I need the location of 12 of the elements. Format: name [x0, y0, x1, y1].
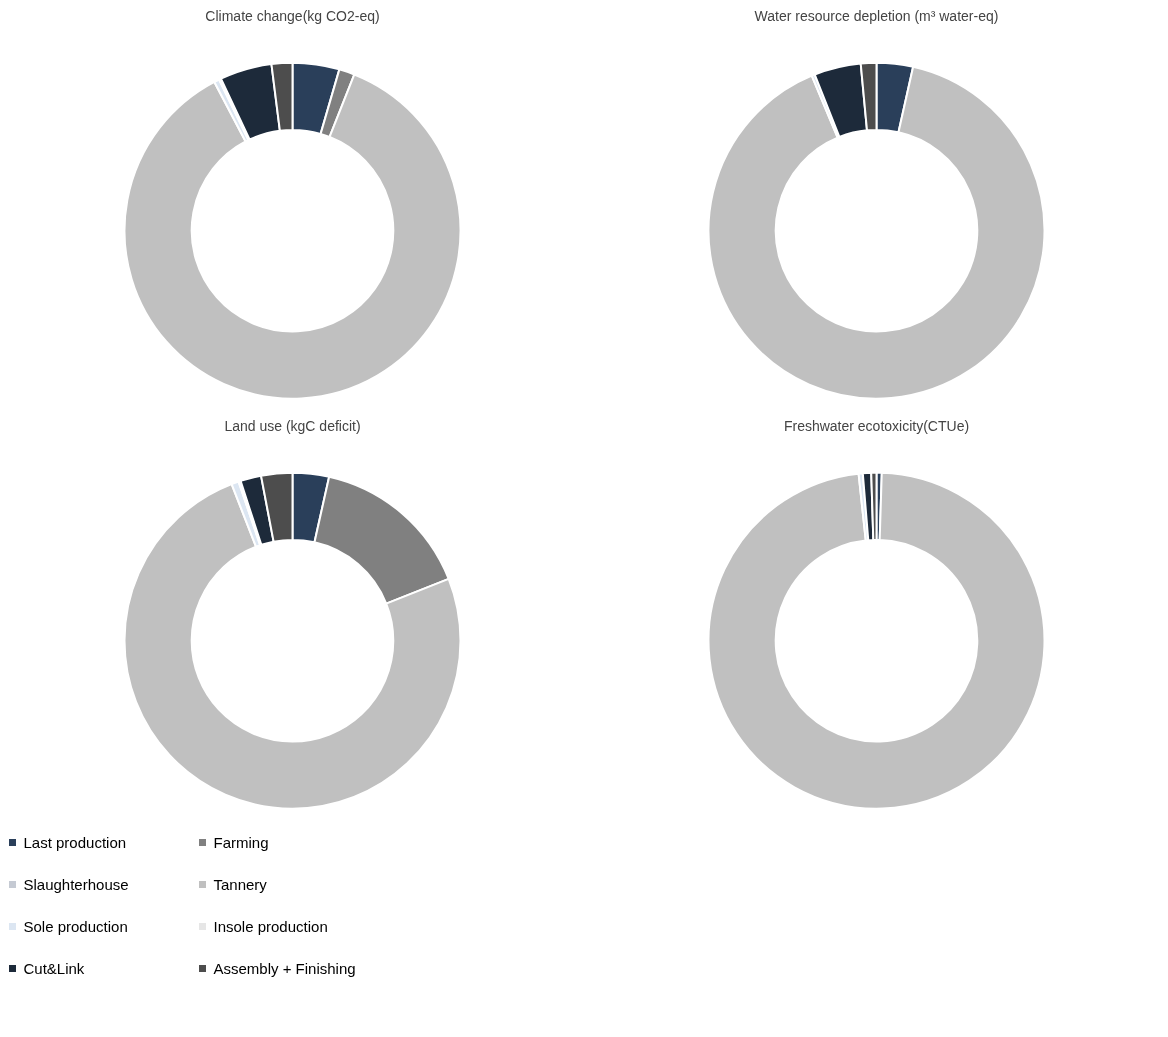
legend-label: Cut&Link: [23, 960, 85, 977]
legend-label: Sole production: [23, 918, 128, 935]
legend-label: Tannery: [213, 876, 268, 893]
legend-label: Slaughterhouse: [23, 876, 129, 893]
legend-label: Last production: [23, 834, 127, 851]
legend-label: Farming: [213, 834, 269, 851]
chart-title: Climate change(kg CO2-eq): [205, 7, 380, 24]
chart-title: Water resource depletion (m³ water-eq): [754, 7, 999, 24]
chart-title: Freshwater ecotoxicity(CTUe): [783, 417, 970, 434]
legend-label: Assembly + Finishing: [213, 960, 356, 977]
legend-label: Insole production: [213, 918, 328, 935]
chart-title: Land use (kgC deficit): [224, 417, 361, 434]
